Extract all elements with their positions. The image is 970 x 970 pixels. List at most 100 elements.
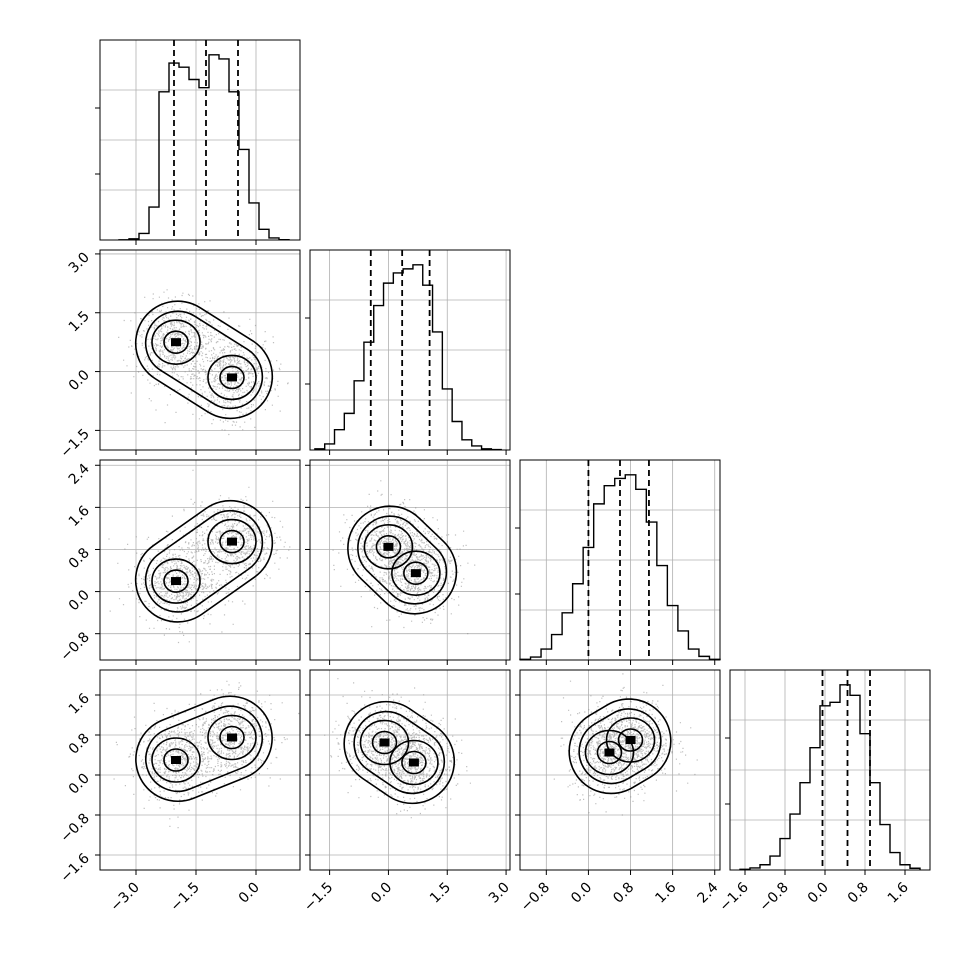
panel-frame-0-0 [99,39,301,241]
contour-mid-1-0 [144,310,264,410]
xtick-label-1-3: 3.0 [486,880,513,907]
contour-mid-3-1 [353,710,446,795]
contour-core-3-0-1 [219,725,245,750]
xtick-label-1-0: −1.5 [301,880,336,915]
xtick-label-3-1: −0.8 [756,880,791,915]
contour-outer-2-0 [134,499,274,623]
joint-content-3-1 [310,670,510,870]
joint-panel-2-0 [99,459,301,661]
xtick-label-0-1: −1.5 [167,880,202,915]
contour-core-3-0-0 [163,748,189,772]
contour-mode-2-1-0 [363,524,414,570]
ytick-label-2-0: −0.8 [57,629,92,664]
contour-mode-2-0-0 [151,558,201,604]
joint-content-2-0 [100,460,300,660]
xtick-label-1-1: 0.0 [368,880,395,907]
ytick-label-1-1: 0.0 [66,367,93,394]
histogram-3 [739,684,921,871]
xtick-label-2-1: 0.0 [568,880,595,907]
joint-panel-3-2 [519,669,721,871]
xtick-label-3-4: 1.6 [885,879,912,906]
marginal-panel-3 [725,669,931,871]
joint-content-3-0 [100,670,300,870]
panel-frame-3-3 [729,669,931,871]
contour-mode-1-0-1 [207,354,257,401]
panel-frame-2-1 [309,459,511,661]
contour-core-1-0-1 [219,365,245,390]
contour-core-2-1-1 [403,561,429,585]
contour-core-3-2-0 [596,740,623,765]
panel-frame-1-1 [309,249,511,451]
ytick-label-3-2: 0.0 [66,771,93,798]
contour-outer-1-0 [134,300,274,420]
histogram-2 [519,474,721,660]
xtick-label-0-2: 0.0 [236,880,263,907]
contour-mode-2-0-1 [207,518,257,565]
density-peak-3-0-1 [227,733,237,742]
joint-panel-3-0 [99,669,301,871]
density-peak-3-1-1 [408,758,419,767]
density-peak-2-0-1 [227,537,237,546]
panel-frame-1-0 [99,249,301,451]
ytick-label-2-2: 0.8 [66,545,93,572]
contour-core-3-2-1 [617,728,644,752]
joint-content-2-1 [310,460,510,660]
contour-outer-3-1 [343,700,456,805]
panel-frame-3-2 [519,669,721,871]
contour-core-1-0-0 [163,330,189,354]
panel-frame-2-0 [99,459,301,661]
panel-frame-3-1 [309,669,511,871]
density-peak-3-0-0 [171,756,181,764]
histogram-0 [118,54,290,241]
marginal-panel-2 [515,459,721,661]
scatter-points-1-0 [118,289,289,436]
contour-mode-3-0-0 [151,737,201,783]
xtick-label-2-3: 1.6 [652,879,679,906]
contour-mode-2-1-1 [391,550,441,596]
density-peak-3-2-0 [604,748,615,757]
density-peak-2-1-0 [383,542,394,551]
xtick-label-3-2: 0.0 [805,880,832,907]
contour-outer-3-0 [135,695,273,803]
scatter-points-3-1 [324,678,471,819]
histogram-1 [314,264,502,451]
ytick-label-1-3: 3.0 [66,249,93,276]
contour-mode-3-2-1 [605,717,656,763]
xtick-label-3-3: 0.8 [845,880,872,907]
contour-mode-3-1-1 [389,739,439,786]
density-peak-3-1-0 [379,738,390,747]
contour-mid-3-0 [145,705,263,793]
contour-core-2-0-1 [219,529,245,554]
contour-mid-3-2 [578,708,662,785]
ytick-label-3-1: −0.8 [57,811,92,846]
contour-mode-3-1-0 [359,719,410,766]
contour-mid-2-0 [144,509,264,613]
marginal-panel-0 [95,39,301,241]
scatter-points-3-0 [113,680,300,829]
marginal-panel-1 [305,249,511,451]
contour-core-2-0-0 [163,569,189,593]
density-peak-1-0-1 [227,373,237,382]
contour-outer-3-2 [568,698,672,795]
panel-frame-2-2 [519,459,721,661]
xtick-label-1-2: 1.5 [427,880,454,907]
contour-mid-2-1 [357,515,448,605]
contour-core-3-1-0 [371,730,398,755]
ytick-label-3-4: 1.6 [66,690,93,717]
density-peak-3-2-1 [625,736,636,744]
density-peak-1-0-0 [171,338,181,347]
ytick-label-2-1: 0.0 [66,587,93,614]
joint-content-1-0 [100,250,300,450]
contour-core-2-1-0 [375,535,402,559]
panel-frame-3-0 [99,669,301,871]
joint-content-3-2 [520,670,720,870]
joint-panel-1-0 [99,249,301,451]
contour-outer-2-1 [347,505,458,615]
joint-panel-3-1 [309,669,511,871]
ytick-label-1-0: −1.5 [57,426,92,461]
density-peak-2-1-1 [410,569,421,578]
ytick-label-1-2: 1.5 [66,308,93,335]
joint-panel-2-1 [309,459,511,661]
